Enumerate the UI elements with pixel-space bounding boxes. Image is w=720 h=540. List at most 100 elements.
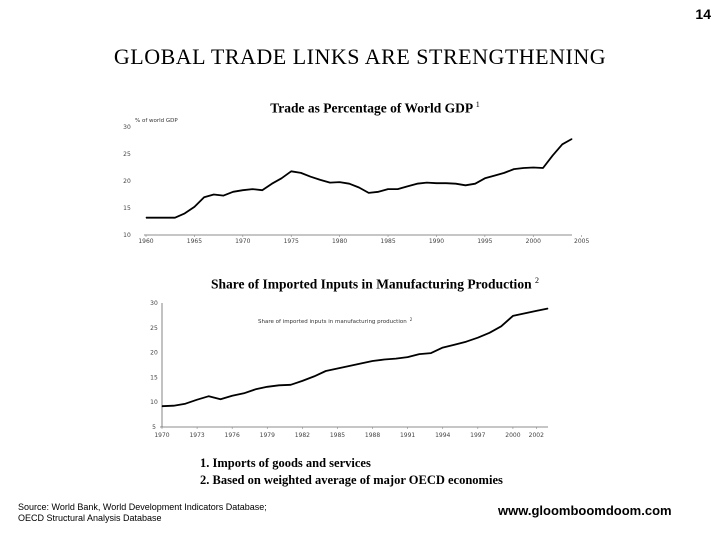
page-number: 14 bbox=[695, 6, 711, 22]
chart-1-data-point bbox=[455, 183, 457, 185]
chart-1-title: Trade as Percentage of World GDP 1 bbox=[0, 100, 720, 117]
chart-2-data-point bbox=[535, 310, 537, 312]
chart-1-data-point bbox=[271, 183, 273, 185]
website-label: www.gloomboomdoom.com bbox=[498, 503, 672, 518]
chart-1-data-point bbox=[503, 172, 505, 174]
chart-1-data-point bbox=[465, 184, 466, 186]
chart-2-data-point bbox=[477, 337, 479, 339]
chart-2-legend-label: Share of imported inputs in manufacturin… bbox=[258, 317, 413, 325]
chart-1-data-point bbox=[184, 213, 186, 214]
source-line-1: Source: World Bank, World Development In… bbox=[18, 502, 267, 512]
chart-1-x-tick-label: 1965 bbox=[187, 238, 202, 245]
chart-1-data-point bbox=[552, 155, 553, 157]
chart-1-y-tick-label: 10 bbox=[123, 232, 131, 239]
chart-2-x-tick-label: 1988 bbox=[365, 432, 380, 439]
chart-2-data-point bbox=[290, 384, 292, 386]
chart-2-title: Share of Imported Inputs in Manufacturin… bbox=[0, 276, 720, 293]
chart-2-data-point bbox=[547, 308, 549, 309]
chart-1-data-point bbox=[194, 206, 195, 208]
chart-2-series-line bbox=[161, 307, 549, 408]
chart-1-data-point bbox=[416, 183, 418, 185]
chart-2-data-point bbox=[185, 403, 186, 405]
chart-1-data-point bbox=[174, 217, 176, 219]
chart-1-data-point bbox=[223, 195, 224, 197]
chart-1-data-point bbox=[213, 194, 215, 195]
chart-2-data-point bbox=[325, 370, 327, 372]
chart-1-data-point bbox=[532, 167, 534, 168]
chart-1-data-point bbox=[232, 191, 234, 193]
chart-1-data-point bbox=[319, 179, 321, 181]
chart-1-data-point bbox=[290, 170, 292, 172]
chart-1-y-tick-label: 30 bbox=[123, 124, 131, 131]
chart-1-data-point bbox=[387, 188, 389, 190]
chart-1-data-point bbox=[281, 177, 282, 179]
chart-2-title-text: Share of Imported Inputs in Manufacturin… bbox=[211, 276, 532, 292]
chart-2-data-point bbox=[196, 399, 198, 401]
chart-1-data-point bbox=[513, 168, 515, 170]
chart-2-x-tick-label: 1985 bbox=[330, 432, 345, 439]
chart-1-y-tick-label: 25 bbox=[123, 151, 131, 158]
chart-2-data-point bbox=[348, 365, 350, 367]
chart-2-data-point bbox=[512, 315, 514, 317]
chart-1-series-line bbox=[146, 138, 573, 219]
chart-2-data-point bbox=[208, 395, 210, 397]
footnote-2: 2. Based on weighted average of major OE… bbox=[200, 473, 503, 487]
chart-2-title-note: 2 bbox=[534, 276, 539, 285]
chart-1-data-point bbox=[329, 182, 331, 184]
chart-2-x-tick-label: 2000 bbox=[505, 432, 520, 439]
chart-1-data-point bbox=[523, 167, 524, 169]
chart-2-data-point bbox=[395, 358, 397, 359]
chart-2-data-point bbox=[442, 347, 444, 348]
chart-2-data-point bbox=[418, 353, 420, 355]
chart-2-y-tick-label: 30 bbox=[150, 300, 158, 307]
chart-2-x-tick-label: 1970 bbox=[154, 432, 169, 439]
chart-2-x-tick-label: 1994 bbox=[435, 432, 450, 439]
chart-2-data-point bbox=[173, 405, 175, 407]
chart-1-data-point bbox=[348, 183, 350, 185]
chart-2-data-point bbox=[255, 388, 256, 390]
chart-1-y-axis-label: % of world GDP bbox=[135, 118, 178, 124]
chart-2-data-point bbox=[278, 384, 280, 386]
chart-2-data-point bbox=[372, 360, 373, 362]
chart-1-x-tick-label: 2000 bbox=[526, 238, 541, 245]
chart-1-data-point bbox=[339, 181, 340, 183]
chart-1-data-point bbox=[571, 138, 573, 140]
chart-2-data-point bbox=[465, 341, 467, 343]
chart-2-data-point bbox=[220, 398, 221, 400]
chart-2-data-point bbox=[243, 392, 245, 394]
page-title: GLOBAL TRADE LINKS ARE STRENGTHENING bbox=[113, 44, 607, 69]
chart-2-data-point bbox=[231, 395, 233, 397]
chart-1-data-point bbox=[310, 176, 311, 178]
chart-2-data-point bbox=[407, 356, 408, 358]
chart-2-data-point bbox=[489, 332, 490, 334]
chart-2-x-tick-label: 1997 bbox=[470, 432, 485, 439]
chart-2-data-point bbox=[454, 344, 455, 346]
chart-2-y-tick-label: 15 bbox=[150, 374, 158, 381]
chart-1-data-point bbox=[494, 175, 495, 177]
chart-2-data-point bbox=[360, 363, 362, 364]
chart-2-y-tick-label: 5 bbox=[152, 424, 156, 431]
footnotes: 1. Imports of goods and services 2. Base… bbox=[200, 455, 503, 489]
chart-1-x-tick-label: 1960 bbox=[138, 238, 153, 245]
chart-1-data-point bbox=[358, 187, 360, 188]
chart-1-data-point bbox=[445, 182, 447, 184]
chart-1-x-tick-label: 2005 bbox=[574, 238, 589, 245]
chart-2-y-tick-label: 25 bbox=[150, 325, 158, 332]
chart-1-data-point bbox=[542, 167, 544, 169]
chart-2-data-point bbox=[524, 313, 525, 314]
chart-2-data-point bbox=[337, 368, 338, 369]
chart-2-x-tick-label: 2002 bbox=[529, 432, 544, 439]
chart-2-x-tick-label: 1991 bbox=[400, 432, 415, 439]
chart-1-data-point bbox=[368, 192, 370, 194]
chart-1-data-point bbox=[474, 183, 476, 185]
chart-1-data-point bbox=[397, 188, 399, 190]
chart-1-data-point bbox=[165, 217, 166, 219]
chart-1-x-tick-label: 1970 bbox=[235, 238, 250, 245]
chart-1-data-point bbox=[484, 177, 486, 179]
chart-2-y-tick-label: 10 bbox=[150, 399, 158, 406]
chart-1-x-tick-label: 1990 bbox=[429, 238, 444, 245]
chart-1-data-point bbox=[242, 189, 244, 191]
chart-1-data-point bbox=[261, 189, 263, 191]
source-line-2: OECD Structural Analysis Database bbox=[18, 513, 162, 523]
